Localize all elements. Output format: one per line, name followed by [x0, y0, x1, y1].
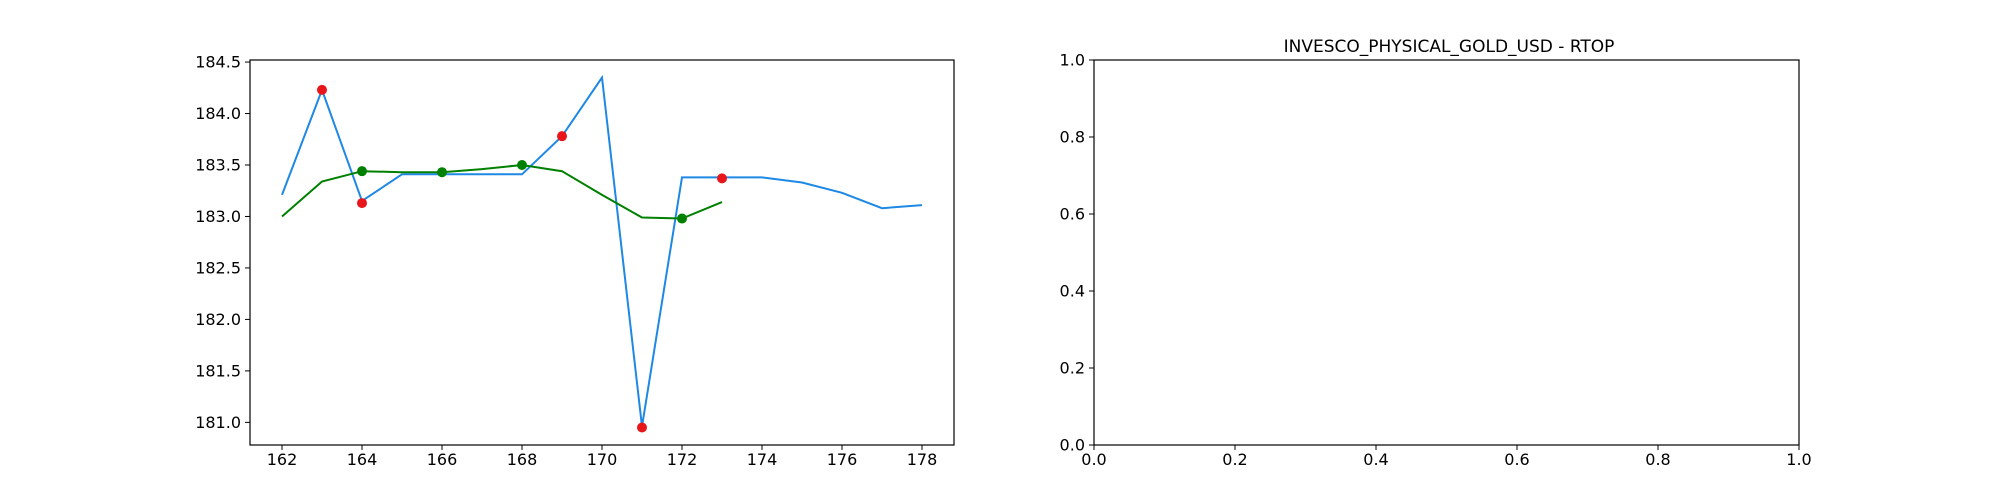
chart-1-x-tick-label: 0.0	[1081, 450, 1106, 469]
chart-0-x-tick-label: 178	[907, 450, 938, 469]
chart-1-x-tick-label: 0.8	[1645, 450, 1670, 469]
chart-0-x-tick-label: 168	[507, 450, 538, 469]
chart-0-x-tick-label: 170	[587, 450, 618, 469]
red-point	[637, 422, 647, 433]
left-chart: 162 164 166 168 170 172 174 176 178 181.0 181.5 182…	[195, 53, 955, 469]
green-point	[357, 166, 367, 177]
chart-1-y-tick-label: 0.8	[1060, 128, 1085, 147]
chart-0-y-tick-label: 183.5	[195, 156, 241, 175]
chart-0-plot-frame	[249, 59, 955, 446]
red-point	[557, 131, 567, 142]
right-chart-title: INVESCO_PHYSICAL_GOLD_USD - RTOP	[1284, 37, 1615, 57]
smoothed-line	[281, 163, 723, 220]
chart-1-x-tick-label: 0.4	[1363, 450, 1388, 469]
green-point	[437, 167, 447, 178]
chart-0-x-tick-label: 162	[267, 450, 298, 469]
chart-0-x-tick-label: 166	[427, 450, 458, 469]
right-chart: INVESCO_PHYSICAL_GOLD_USD - RTOP 0.0 0.2 0…	[1060, 37, 1812, 469]
green-point	[517, 160, 527, 170]
chart-1-y-tick-label: 1.0	[1060, 51, 1085, 70]
chart-0-x-tick-label: 164	[347, 450, 378, 469]
red-point	[317, 84, 327, 95]
chart-1-y-tick-label: 0.6	[1060, 205, 1085, 224]
red-point	[357, 198, 367, 209]
price-line	[281, 74, 923, 427]
chart-1-y-tick-label: 0.0	[1060, 436, 1085, 455]
chart-0-y-tick-label: 184.5	[195, 53, 241, 72]
chart-1-y-tick-label: 0.4	[1060, 282, 1085, 301]
green-point	[677, 213, 687, 224]
red-point	[717, 173, 727, 184]
chart-0-x-tick-label: 172	[667, 450, 698, 469]
chart-0-x-tick-label: 174	[747, 450, 778, 469]
chart-1-plot-frame	[1093, 59, 1800, 446]
chart-0-y-tick-label: 181.5	[195, 361, 241, 380]
chart-1-y-tick-label: 0.2	[1060, 359, 1085, 378]
chart-0-y-tick-label: 182.5	[195, 258, 241, 277]
chart-0-x-tick-label: 176	[827, 450, 858, 469]
chart-0-y-tick-label: 181.0	[195, 413, 241, 432]
chart-0-y-tick-label: 182.0	[195, 310, 241, 329]
chart-0-y-tick-label: 184.0	[195, 104, 241, 123]
chart-1-x-tick-label: 1.0	[1786, 450, 1811, 469]
chart-1-x-tick-label: 0.6	[1504, 450, 1529, 469]
chart-1-x-tick-label: 0.2	[1222, 450, 1247, 469]
chart-0-y-tick-label: 183.0	[195, 207, 241, 226]
